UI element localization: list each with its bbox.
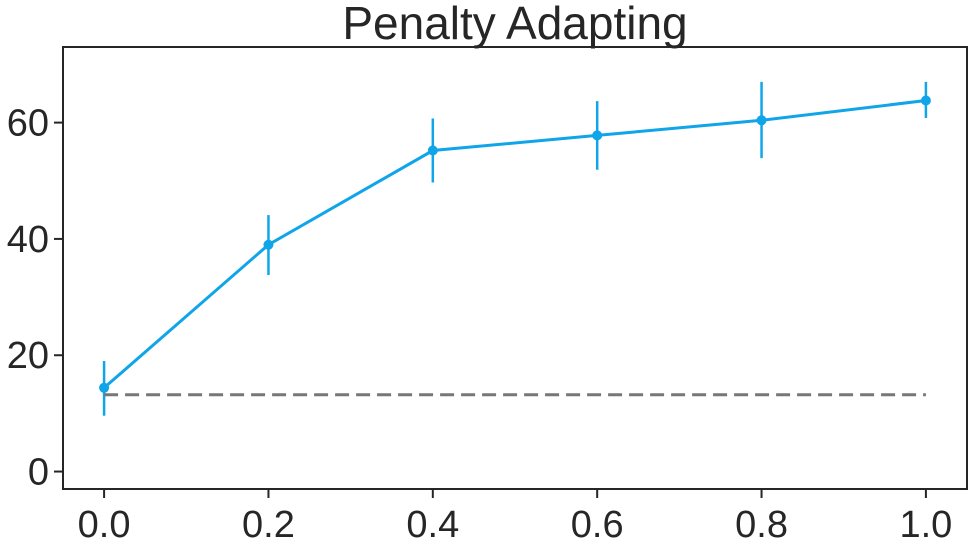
x-tick-label: 1.0 <box>899 504 952 543</box>
series-line <box>103 99 927 389</box>
axis-layer: 0.0 0.2 0.4 0.6 0.8 1.0 0 20 40 60 <box>7 103 953 543</box>
y-tick-label: 60 <box>7 103 49 145</box>
data-point <box>920 95 931 106</box>
x-tick-label: 0.6 <box>571 504 624 543</box>
series-layer <box>99 81 931 416</box>
y-tick-label: 20 <box>7 335 49 377</box>
chart-title: Penalty Adapting <box>342 0 687 49</box>
x-tick-label: 0.2 <box>242 504 295 543</box>
y-tick-label: 0 <box>28 452 49 494</box>
series-0 <box>99 81 931 416</box>
data-point <box>263 239 274 250</box>
x-tick-label: 0.4 <box>406 504 459 543</box>
data-point <box>592 130 603 141</box>
data-point <box>99 382 110 393</box>
y-tick-label: 40 <box>7 219 49 261</box>
data-point <box>756 115 767 126</box>
x-tick-label: 0.0 <box>78 504 131 543</box>
x-tick-label: 0.8 <box>735 504 788 543</box>
plot-frame <box>62 46 968 490</box>
data-point <box>427 145 438 156</box>
